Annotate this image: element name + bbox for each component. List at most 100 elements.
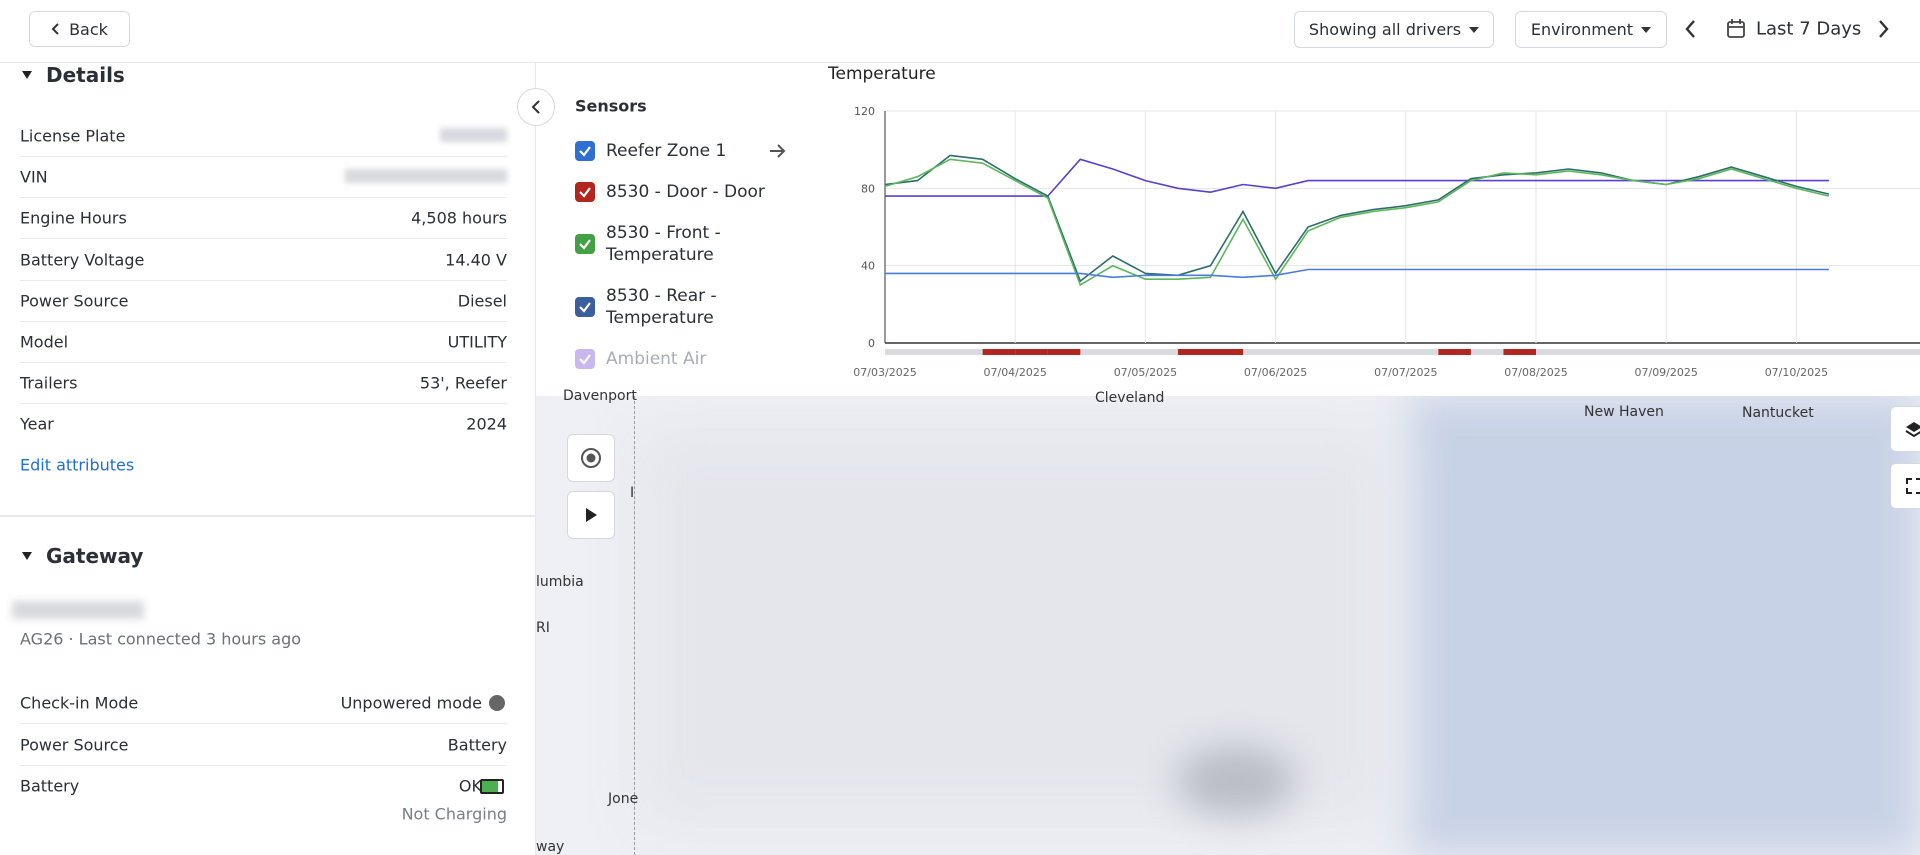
- door-state: [1699, 349, 1732, 355]
- y-tick-label: 120: [854, 105, 875, 118]
- chevron-icon: [51, 23, 59, 35]
- door-state: [1569, 349, 1602, 355]
- x-tick-label: 07/05/2025: [1114, 366, 1177, 379]
- map-label: lumbia: [536, 574, 584, 590]
- x-tick-label: 07/10/2025: [1765, 366, 1828, 379]
- y-tick-label: 80: [861, 182, 875, 195]
- range-label[interactable]: Last 7 Days: [1756, 18, 1862, 40]
- row-value: 4,508 hours: [411, 208, 507, 228]
- caret-icon: [1469, 26, 1480, 33]
- layers-button[interactable]: [1890, 406, 1920, 452]
- y-tick-label: 40: [861, 260, 875, 273]
- collapse-triangle[interactable]: [21, 550, 33, 562]
- door-state: [918, 349, 951, 355]
- next-range-button[interactable]: [1876, 19, 1890, 39]
- door-state: [1341, 349, 1374, 355]
- redacted-value: [440, 128, 507, 142]
- row-value: 2024: [466, 414, 507, 434]
- collapse-triangle[interactable]: [21, 69, 33, 81]
- caret-icon: [1641, 26, 1652, 33]
- check-icon: [579, 146, 591, 157]
- sensor-label[interactable]: 8530 - Rear - Temperature: [606, 286, 717, 328]
- check-icon: [579, 239, 591, 250]
- door-state: [1145, 349, 1178, 355]
- row-label: Power Source: [20, 735, 129, 754]
- sensor-checkbox[interactable]: [575, 349, 595, 369]
- row-divider: [20, 403, 507, 405]
- door-state: [1471, 349, 1504, 355]
- sensor-label[interactable]: Ambient Air: [606, 349, 707, 369]
- map-label: way: [536, 839, 565, 855]
- sensor-label[interactable]: 8530 - Door - Door: [606, 182, 765, 202]
- row-divider: [20, 238, 507, 240]
- sensor-checkbox[interactable]: [575, 141, 595, 161]
- sensor-checkbox[interactable]: [575, 234, 595, 254]
- collapse-button[interactable]: [517, 88, 555, 126]
- row-value: 53', Reefer: [419, 373, 507, 393]
- sensor-checkbox[interactable]: [575, 297, 595, 317]
- door-state: [1536, 349, 1569, 355]
- sensor-panel: [536, 62, 1920, 396]
- x-tick-label: 07/09/2025: [1634, 366, 1697, 379]
- door-state: [1276, 349, 1309, 355]
- back-label: Back: [69, 19, 108, 39]
- battery-note: Not Charging: [401, 804, 507, 824]
- series-line: [884, 158, 1830, 287]
- row-divider: [20, 197, 507, 199]
- gateway-title: Gateway: [46, 544, 144, 568]
- door-state: [1503, 349, 1536, 355]
- row-divider: [20, 764, 507, 766]
- sensor-label[interactable]: Reefer Zone 1: [606, 141, 727, 161]
- section-divider: [0, 515, 536, 517]
- check-icon: [579, 187, 591, 198]
- play-button[interactable]: [567, 491, 615, 539]
- map-label: Nantucket: [1742, 405, 1814, 421]
- series-line: [885, 268, 1829, 279]
- x-tick-label: 07/04/2025: [983, 366, 1046, 379]
- prev-range-button[interactable]: [1684, 19, 1698, 39]
- map-border: [634, 396, 635, 855]
- drivers-label: Showing all drivers: [1308, 20, 1462, 39]
- sensor-checkbox[interactable]: [575, 182, 595, 202]
- map: [536, 396, 1920, 855]
- door-state: [1764, 349, 1797, 355]
- environment-dropdown[interactable]: Environment: [1515, 11, 1667, 48]
- row-value: UTILITY: [447, 332, 507, 352]
- edit-link[interactable]: Edit attributes: [20, 455, 135, 475]
- drivers-dropdown[interactable]: Showing all drivers: [1294, 11, 1494, 48]
- y-tick-label: 0: [868, 337, 875, 350]
- row-divider: [20, 156, 507, 157]
- door-state: [1308, 349, 1341, 355]
- environment-label: Environment: [1530, 20, 1634, 39]
- door-state: [1210, 349, 1244, 355]
- row-label: Battery: [20, 776, 80, 796]
- map-label: Davenport: [563, 388, 637, 404]
- row-value: Battery: [447, 735, 507, 754]
- sensor-label[interactable]: 8530 - Front - Temperature: [606, 223, 721, 265]
- row-divider: [20, 320, 507, 322]
- row-value: Diesel: [457, 291, 507, 311]
- door-state: [1829, 349, 1862, 355]
- x-tick-label: 07/07/2025: [1374, 366, 1437, 379]
- locate-button[interactable]: [567, 434, 615, 482]
- calendar-icon: [1727, 19, 1745, 38]
- play-icon: [586, 508, 597, 522]
- redacted-value: [345, 169, 507, 184]
- row-label: Engine Hours: [20, 208, 127, 228]
- x-tick-label: 07/06/2025: [1244, 366, 1307, 379]
- row-label: Model: [20, 332, 69, 352]
- back-button[interactable]: Back: [29, 11, 130, 47]
- row-divider: [20, 362, 507, 363]
- map-blur: [1176, 746, 1296, 816]
- arrow-icon[interactable]: [768, 142, 788, 160]
- sensors-title: Sensors: [575, 96, 647, 116]
- door-state: [1243, 349, 1276, 355]
- row-label: VIN: [20, 167, 48, 187]
- row-label: Year: [20, 414, 54, 434]
- check-icon: [579, 354, 591, 365]
- row-label: Battery Voltage: [20, 250, 145, 270]
- x-tick-label: 07/03/2025: [853, 366, 916, 379]
- door-state: [1731, 349, 1764, 355]
- fullscreen-button[interactable]: [1890, 463, 1920, 509]
